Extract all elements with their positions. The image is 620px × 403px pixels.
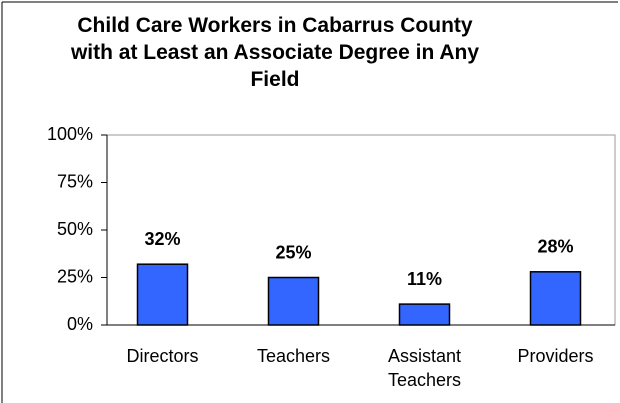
value-label: 28%	[537, 237, 573, 257]
value-label: 25%	[275, 242, 311, 262]
chart-title: Child Care Workers in Cabarrus County wi…	[70, 14, 480, 91]
y-tick-label: 75%	[57, 171, 93, 191]
y-tick-label: 50%	[57, 219, 93, 239]
y-tick-label: 25%	[57, 266, 93, 286]
value-label: 32%	[144, 229, 180, 249]
x-tick-label: Teachers	[256, 346, 331, 366]
bar	[398, 303, 451, 326]
bar	[529, 271, 582, 326]
x-tick-label: Assistant Teachers	[387, 346, 462, 390]
value-label: 11%	[407, 269, 442, 289]
bar	[267, 276, 320, 326]
x-tick-label: Providers	[517, 346, 594, 366]
x-tick-label: Directors	[126, 346, 199, 366]
y-tick-label: 0%	[67, 314, 93, 334]
y-tick-label: 100%	[47, 124, 93, 144]
bar	[136, 263, 189, 326]
